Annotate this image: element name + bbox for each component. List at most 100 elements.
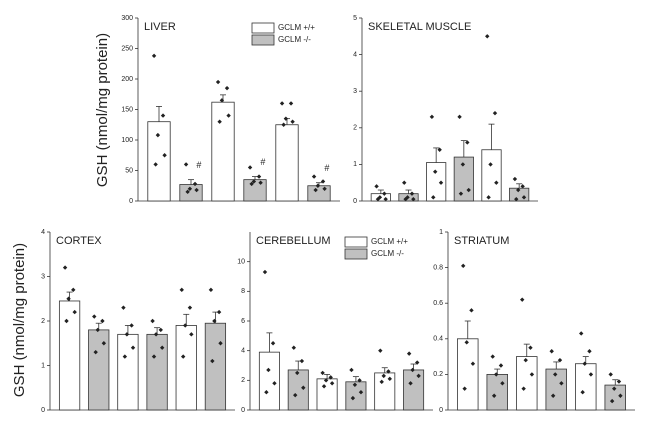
y-axis-label: GSH (nmol/mg protein) [11,243,28,397]
data-point [159,345,165,350]
data-point [521,195,527,200]
data-point [488,162,493,167]
legend-swatch [251,34,275,46]
y-tick-label: 1 [353,161,357,168]
data-point [383,196,388,202]
legend-swatch [344,236,368,248]
bar [258,351,280,411]
data-point [320,179,326,184]
data-point [162,153,167,158]
legend-swatch [344,248,368,260]
bar [545,368,567,411]
bar [211,101,235,202]
data-point [582,361,587,366]
panel: 0 2 4 6 8 10 CEREBELLUM GCLM +/+ GCLM -/- [237,232,433,414]
data-point [469,308,474,313]
data-point [402,180,407,185]
data-point [460,162,466,167]
data-point [153,162,158,167]
y-tick-label: 0 [241,407,245,414]
data-point [295,370,300,376]
data-point [192,181,198,187]
data-point [557,357,563,363]
data-point [258,180,263,185]
data-point [179,287,184,293]
data-point [580,390,585,395]
data-point [150,318,155,324]
data-point [520,297,525,302]
data-point [288,101,294,106]
data-point [528,345,533,350]
data-point [378,348,383,353]
data-point [352,382,358,387]
bar [275,124,299,202]
data-point [266,367,271,373]
y-tick-label: 0 [129,198,133,205]
data-point [461,263,466,269]
data-point [431,195,436,200]
y-tick-label: 0 [439,407,443,414]
y-tick-label: 4 [41,229,45,236]
y-tick-label: 2 [41,318,45,325]
data-point [224,85,230,91]
y-tick-label: 150 [121,106,133,113]
data-point [587,349,592,354]
data-point [226,113,231,118]
bar [88,329,110,411]
y-tick-label: 4 [353,51,357,58]
bar [243,179,267,202]
data-point [375,196,381,202]
bar [147,121,171,202]
data-point [579,331,584,336]
data-point [553,372,558,377]
bar [345,381,367,411]
y-tick-label: 100 [121,137,133,144]
data-point [183,162,189,167]
panel: 0 0.2 0.4 0.6 0.8 1 STRIATUM [433,229,635,414]
data-point [470,361,476,366]
data-point [155,132,161,138]
data-point [465,140,470,145]
data-point [374,184,379,189]
data-point [100,318,105,324]
data-point [264,390,269,395]
y-tick-label: 5 [353,15,357,22]
data-point [313,187,318,193]
y-tick-label: 50 [125,167,133,174]
data-point [494,372,499,377]
bar [486,373,508,411]
y-tick-label: 250 [121,45,133,52]
y-tick-label: 200 [121,76,133,83]
data-point [299,358,305,364]
data-point [386,369,391,374]
data-point [320,370,325,376]
data-point [410,367,415,373]
data-point [608,372,613,377]
data-point [350,395,356,401]
data-point [293,392,298,398]
panel: 0 1 2 3 4 5 SKELETAL MUSCLE [353,15,538,205]
data-point [411,196,416,202]
data-point [485,34,490,39]
data-point [130,345,136,350]
data-point [64,318,69,324]
data-point [550,393,556,398]
data-point [101,341,107,346]
bar [146,333,168,411]
data-point [323,378,329,383]
y-tick-label: 3 [353,88,357,95]
bar [516,356,538,411]
data-point [486,195,491,200]
data-point [124,332,130,337]
panel-title: SKELETAL MUSCLE [368,21,471,33]
data-point [357,378,362,383]
data-point [216,309,222,315]
annotation: # [196,160,201,170]
data-point [521,386,526,391]
data-point [218,341,223,346]
data-point [612,386,617,391]
panel: 0 50 100 150 200 250 300 LIVER GSH (nmol/mg prot… [94,15,340,205]
annotation: # [324,163,329,173]
data-point [62,265,68,270]
bar [426,162,447,202]
